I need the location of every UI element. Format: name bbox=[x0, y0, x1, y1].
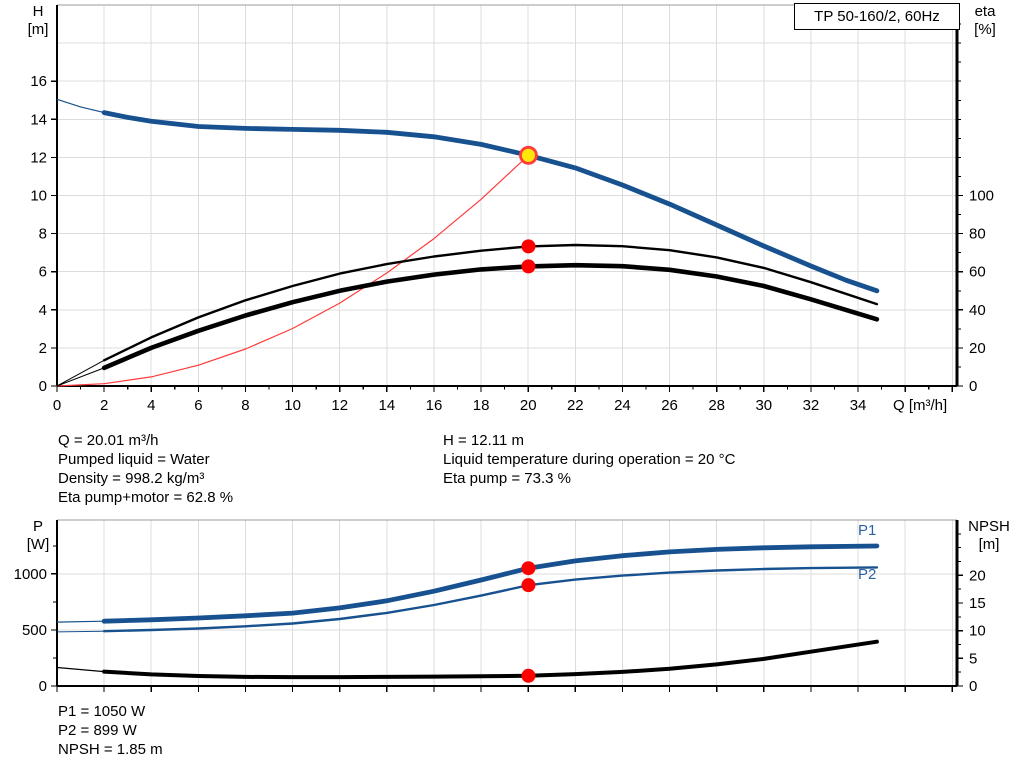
eta-pump-curve bbox=[102, 243, 879, 362]
svg-text:24: 24 bbox=[614, 397, 631, 414]
info-pumped-liquid: Pumped liquid = Water bbox=[58, 451, 210, 468]
svg-text:34: 34 bbox=[850, 397, 867, 414]
svg-text:0: 0 bbox=[969, 378, 977, 395]
svg-text:2: 2 bbox=[39, 340, 47, 357]
svg-text:0: 0 bbox=[969, 678, 977, 695]
eta-axis-title-line2: [%] bbox=[974, 21, 996, 38]
svg-text:0: 0 bbox=[53, 397, 61, 414]
operating-point-info-right: H = 12.11 m Liquid temperature during op… bbox=[443, 431, 735, 488]
svg-text:2: 2 bbox=[100, 397, 108, 414]
npsh-point bbox=[521, 668, 536, 683]
svg-text:40: 40 bbox=[969, 302, 986, 319]
power-npsh-chart: 0 500 1000 0 5 10 15 20 bbox=[14, 519, 986, 695]
eta-pump-point bbox=[521, 239, 536, 254]
eta-axis-title-line1: eta bbox=[974, 3, 996, 20]
p2-curve-lead-in bbox=[56, 630, 105, 633]
svg-text:20: 20 bbox=[969, 340, 986, 357]
h-axis-title-line1: H bbox=[32, 3, 44, 20]
eta-pump-motor-point bbox=[521, 259, 536, 274]
svg-text:500: 500 bbox=[22, 622, 47, 639]
svg-text:16: 16 bbox=[30, 73, 47, 90]
svg-text:10: 10 bbox=[969, 623, 986, 640]
head-efficiency-chart: 0 2 4 6 8 10 12 14 16 18 20 22 24 26 28 30 32 34 Q [m³/h]0… bbox=[30, 4, 994, 414]
duty-point bbox=[519, 145, 538, 165]
p1-point bbox=[521, 561, 536, 576]
svg-text:32: 32 bbox=[803, 397, 820, 414]
info-liquid-temperature: Liquid temperature during operation = 20… bbox=[443, 451, 736, 468]
svg-text:4: 4 bbox=[39, 302, 47, 319]
p-axis-title: P [W] bbox=[16, 518, 60, 554]
svg-text:22: 22 bbox=[567, 397, 584, 414]
svg-text:0: 0 bbox=[39, 678, 47, 695]
svg-text:14: 14 bbox=[30, 111, 47, 128]
svg-text:100: 100 bbox=[969, 188, 994, 205]
eta-pump-motor-curve bbox=[101, 262, 880, 371]
p-axis-title-line1: P bbox=[32, 518, 43, 535]
info-p2: P2 = 899 W bbox=[58, 722, 137, 739]
svg-text:18: 18 bbox=[473, 397, 490, 414]
operating-point-info-left: Q = 20.01 m³/h Pumped liquid = Water Den… bbox=[58, 431, 233, 507]
eta-axis-title: eta [%] bbox=[962, 3, 1008, 39]
h-axis-title: H [m] bbox=[16, 3, 60, 39]
p2-curve-label: P2 bbox=[858, 566, 877, 583]
h-axis-title-line2: [m] bbox=[27, 21, 49, 38]
svg-text:16: 16 bbox=[426, 397, 443, 414]
svg-text:5: 5 bbox=[969, 650, 977, 667]
svg-text:8: 8 bbox=[241, 397, 249, 414]
svg-text:4: 4 bbox=[147, 397, 155, 414]
info-eta-pump-motor: Eta pump+motor = 62.8 % bbox=[58, 489, 234, 506]
p1-curve bbox=[101, 543, 880, 624]
svg-text:12: 12 bbox=[30, 149, 47, 166]
p1-curve-label: P1 bbox=[858, 522, 877, 539]
power-npsh-info: P1 = 1050 W P2 = 899 W NPSH = 1.85 m bbox=[58, 702, 163, 759]
pump-type-title-box: TP 50-160/2, 60Hz bbox=[794, 3, 960, 30]
svg-text:0: 0 bbox=[39, 378, 47, 395]
eta-pump-curve-lead-in bbox=[56, 359, 105, 387]
npsh-curve-lead-in bbox=[56, 666, 105, 673]
q-axis-unit-label: Q [m³/h] bbox=[893, 397, 947, 414]
svg-text:12: 12 bbox=[331, 397, 348, 414]
info-eta-pump: Eta pump = 73.3 % bbox=[443, 470, 571, 487]
p2-curve bbox=[102, 566, 879, 633]
npsh-axis-title-line2: [m] bbox=[978, 536, 1000, 553]
npsh-axis-title-line1: NPSH bbox=[968, 518, 1010, 535]
svg-text:20: 20 bbox=[969, 567, 986, 584]
svg-text:26: 26 bbox=[661, 397, 678, 414]
svg-text:80: 80 bbox=[969, 226, 986, 243]
svg-text:10: 10 bbox=[30, 188, 47, 205]
svg-text:60: 60 bbox=[969, 264, 986, 281]
npsh-curve bbox=[102, 639, 879, 680]
svg-text:8: 8 bbox=[39, 226, 47, 243]
pump-type-title: TP 50-160/2, 60Hz bbox=[814, 8, 940, 25]
svg-text:30: 30 bbox=[755, 397, 772, 414]
svg-text:14: 14 bbox=[378, 397, 395, 414]
svg-text:10: 10 bbox=[284, 397, 301, 414]
info-density: Density = 998.2 kg/m³ bbox=[58, 470, 205, 487]
svg-text:28: 28 bbox=[708, 397, 725, 414]
svg-text:15: 15 bbox=[969, 595, 986, 612]
svg-text:6: 6 bbox=[39, 264, 47, 281]
p2-point bbox=[521, 578, 536, 593]
info-q: Q = 20.01 m³/h bbox=[58, 432, 159, 449]
info-npsh: NPSH = 1.85 m bbox=[58, 741, 163, 758]
info-h: H = 12.11 m bbox=[443, 432, 525, 449]
system-curve bbox=[56, 154, 530, 387]
head-curve bbox=[101, 110, 880, 294]
p1-curve-lead-in bbox=[56, 620, 105, 623]
info-p1: P1 = 1050 W bbox=[58, 703, 146, 720]
p-axis-title-line2: [W] bbox=[26, 536, 50, 553]
svg-text:20: 20 bbox=[520, 397, 537, 414]
svg-text:1000: 1000 bbox=[14, 566, 47, 583]
npsh-axis-title: NPSH [m] bbox=[956, 518, 1022, 554]
head-curve-lead-in bbox=[56, 98, 105, 114]
svg-text:6: 6 bbox=[194, 397, 202, 414]
eta-pump-motor-curve-lead-in bbox=[56, 367, 105, 387]
